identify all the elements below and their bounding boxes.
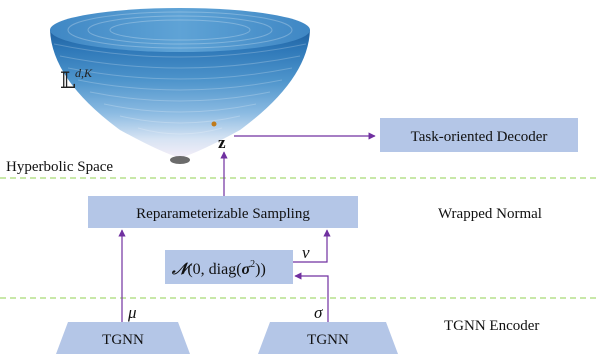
normal-expression: 𝒩(0, diag(σ2)) — [171, 259, 266, 278]
sampling-label: Reparameterizable Sampling — [136, 206, 310, 222]
space-symbol: 𝕃 — [60, 68, 75, 93]
v-label: v — [302, 243, 310, 262]
hyperbolic-space-label: Hyperbolic Space — [6, 159, 113, 175]
sigma-label: σ — [314, 303, 323, 322]
normal-open: (0, diag( — [187, 261, 241, 278]
sampling-box — [88, 196, 358, 228]
decoder-label: Task-oriented Decoder — [411, 129, 548, 145]
tgnn-left-label: TGNN — [102, 332, 144, 348]
cone-shadow — [170, 156, 190, 164]
point-z-marker — [211, 121, 217, 127]
tgnn-encoder-label: TGNN Encoder — [444, 318, 539, 334]
mu-label: μ — [127, 303, 137, 322]
tgnn-right-label: TGNN — [307, 332, 349, 348]
hyperbolic-cone — [50, 8, 310, 164]
point-z-label: z — [218, 133, 226, 152]
arrow-v-to-sampling — [293, 229, 331, 263]
tgnn-right-box — [258, 322, 398, 354]
decoder-box — [380, 118, 578, 152]
tgnn-left-box — [56, 322, 190, 354]
normal-close: )) — [255, 261, 266, 278]
space-superscript: d,K — [75, 66, 93, 80]
wrapped-normal-label: Wrapped Normal — [438, 206, 542, 222]
normal-square: 2 — [250, 259, 255, 270]
normal-distribution-box — [165, 250, 293, 284]
normal-sigma: σ — [242, 261, 251, 278]
arrow-sigma-to-normal — [294, 272, 329, 322]
